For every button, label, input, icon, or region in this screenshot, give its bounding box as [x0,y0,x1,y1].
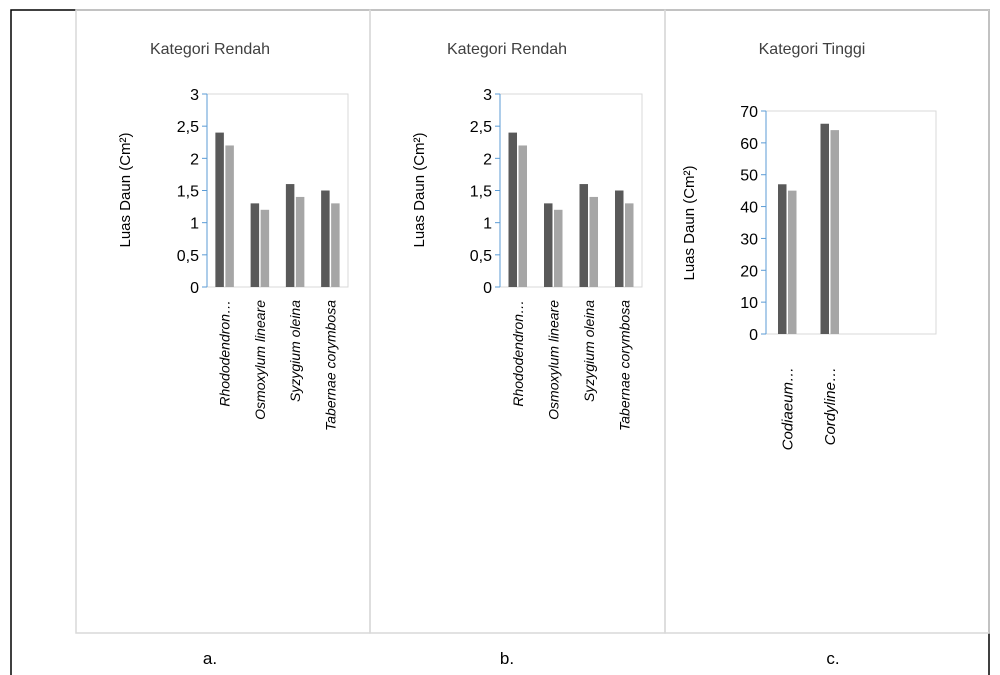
bar [250,203,260,287]
x-category-label: Osmoxylum lineare [252,300,268,420]
bar [788,190,797,334]
x-category-label: Tabernae corymbosa [616,300,632,431]
x-category-label: Rhododendron… [510,300,526,407]
bar [579,184,588,287]
bar [285,184,295,287]
y-tick-label: 0 [749,327,758,344]
x-category-label: Osmoxylum lineare [545,300,561,420]
bar [225,145,234,287]
y-tick-label: 60 [740,136,758,153]
bar [589,196,598,287]
bar [544,203,553,287]
y-tick-label: 2 [190,151,199,168]
y-tick-label: 3 [483,87,492,104]
bar [331,203,340,287]
bar [830,130,839,334]
y-tick-label: 70 [740,104,758,121]
panel-label: b. [500,649,514,668]
y-tick-label: 0 [483,280,492,297]
y-tick-label: 40 [740,200,758,217]
y-tick-label: 1 [483,216,492,233]
x-category-label: Cordyline… [822,367,839,445]
bar [508,132,517,287]
chart-title: Kategori Rendah [447,41,567,58]
y-tick-label: 1,5 [177,184,199,201]
x-category-label: Syzygium oleina [581,300,597,402]
y-tick-label: 2,5 [177,119,199,136]
bar [321,190,330,287]
bar [295,196,305,287]
y-tick-label: 0,5 [470,248,492,265]
x-category-label: Codiaeum… [779,367,796,450]
y-tick-label: 0,5 [177,248,199,265]
chart-panel-a: Kategori Rendah Luas Daun (Cm²) 0 0,5 1 1,5… [117,41,349,668]
bar [625,203,634,287]
y-tick-label: 30 [740,231,758,248]
y-tick-label: 2 [483,151,492,168]
bar [215,132,224,287]
y-tick-label: 0 [190,280,199,297]
y-tick-label: 50 [740,168,758,185]
y-tick-label: 1 [190,216,199,233]
y-tick-label: 3 [190,87,199,104]
bar [554,209,563,287]
bar [615,190,624,287]
chart-title: Kategori Rendah [150,41,270,58]
y-tick-label: 2,5 [470,119,492,136]
chart-panel-b: Kategori Rendah Luas Daun (Cm²) 0 0,5 1 1,5… [411,41,643,668]
chart-panel-c: Kategori Tinggi Luas Daun (Cm²) 0 10 20 30 4… [681,41,937,668]
y-tick-label: 1,5 [470,184,492,201]
chart-title: Kategori Tinggi [759,41,866,58]
bar [820,123,829,334]
x-category-label: Syzygium oleina [287,300,303,402]
y-tick-label: 10 [740,295,758,312]
x-category-label: Rhododendron… [217,300,233,407]
panel-c-border [664,9,990,634]
y-axis-label: Luas Daun (Cm²) [411,132,428,247]
panel-label: a. [203,649,217,668]
panel-label: c. [826,649,839,668]
y-tick-label: 20 [740,263,758,280]
bar [518,145,527,287]
y-axis-label: Luas Daun (Cm²) [117,132,134,247]
bar [260,209,270,287]
y-axis-label: Luas Daun (Cm²) [681,165,698,280]
bar [778,184,787,334]
x-category-label: Tabernae corymbosa [322,300,338,431]
